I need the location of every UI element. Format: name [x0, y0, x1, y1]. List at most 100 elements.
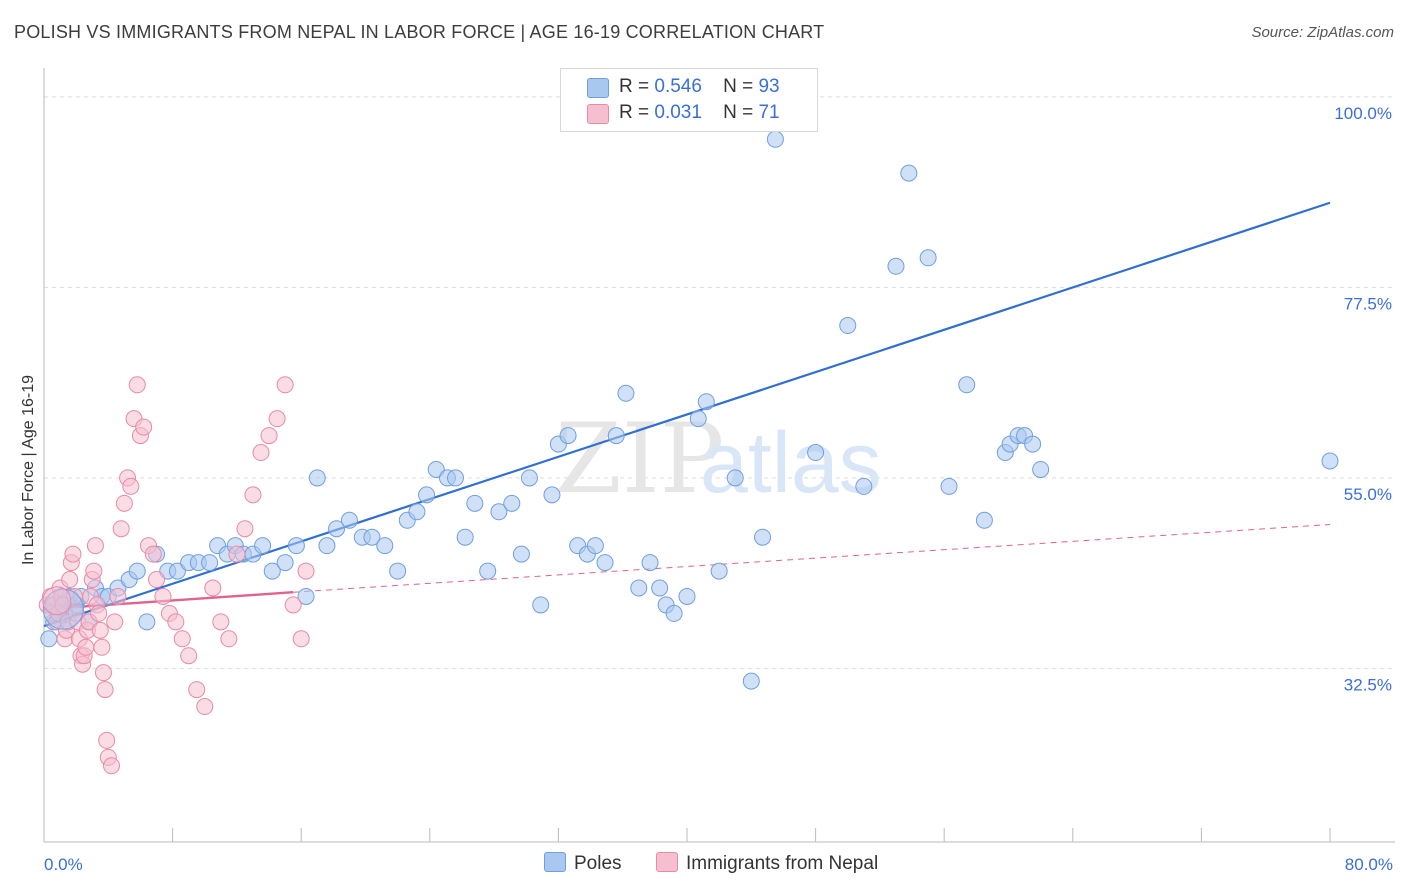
point-poles-91: [1032, 460, 1050, 478]
point-nepal-63: [244, 486, 262, 504]
point-nepal-62: [236, 520, 254, 538]
point-poles-84: [958, 376, 976, 394]
point-poles-69: [697, 393, 715, 411]
point-poles-28: [276, 554, 294, 572]
point-nepal-69: [292, 630, 310, 648]
point-poles-78: [839, 317, 857, 335]
point-poles-38: [389, 562, 407, 580]
point-poles-41: [418, 486, 436, 504]
point-nepal-28: [86, 537, 104, 555]
bottom-legend-label-nepal: Immigrants from Nepal: [686, 853, 879, 874]
point-poles-49: [503, 494, 521, 512]
point-nepal-38: [106, 613, 124, 631]
point-nepal-59: [212, 613, 230, 631]
watermark-atlas: atlas: [700, 415, 882, 511]
point-poles-63: [641, 554, 659, 572]
point-nepal-45: [128, 376, 146, 394]
point-poles-46: [466, 494, 484, 512]
point-poles-80: [887, 257, 905, 275]
point-poles-20: [201, 554, 219, 572]
point-poles-77: [807, 444, 825, 462]
point-poles-66: [665, 604, 683, 622]
point-poles-61: [617, 384, 635, 402]
point-nepal-31: [91, 621, 109, 639]
point-poles-32: [318, 537, 336, 555]
y-tick-label-2: 77.5%: [1344, 294, 1392, 313]
tick-labels: 32.5% 55.0% 77.5% 100.0% 0.0% 80.0%: [44, 104, 1393, 874]
point-nepal-30: [90, 604, 108, 622]
point-poles-55: [559, 427, 577, 445]
point-poles-79: [855, 477, 873, 495]
bottom-legend-poles: Poles: [544, 852, 622, 875]
point-nepal-22: [77, 638, 95, 656]
point-nepal-14: [64, 545, 82, 563]
point-nepal-53: [167, 613, 185, 631]
point-poles-0: [40, 630, 58, 648]
point-nepal-68: [284, 596, 302, 614]
x-tick-label-1: 80.0%: [1345, 855, 1393, 874]
point-poles-44: [447, 469, 465, 487]
point-poles-71: [726, 469, 744, 487]
bottom-legend-nepal: Immigrants from Nepal: [656, 852, 878, 875]
y-tick-label-1: 55.0%: [1344, 485, 1392, 504]
point-nepal-37: [103, 757, 121, 775]
point-nepal-cluster: [42, 586, 72, 616]
point-nepal-57: [196, 698, 214, 716]
legend-n-label-1: N =: [723, 76, 754, 97]
y-tick-label-0: 32.5%: [1344, 675, 1392, 694]
legend-swatch-pink: [587, 104, 609, 124]
point-poles-29: [287, 537, 305, 555]
point-poles-73: [754, 528, 772, 546]
point-poles-47: [479, 562, 497, 580]
point-nepal-56: [188, 681, 206, 699]
legend-n-label-2: N =: [723, 102, 754, 123]
point-nepal-67: [276, 376, 294, 394]
watermark: ZIP atlas: [555, 403, 882, 515]
point-poles-83: [940, 477, 958, 495]
point-nepal-43: [122, 477, 140, 495]
point-poles-cluster: [42, 588, 84, 630]
point-nepal-55: [180, 647, 198, 665]
point-nepal-58: [204, 579, 222, 597]
point-nepal-65: [260, 427, 278, 445]
point-nepal-12: [61, 571, 79, 589]
point-poles-70: [710, 562, 728, 580]
legend: R = 0.546 N = 93 R = 0.031 N = 71: [560, 68, 818, 132]
point-poles-34: [340, 511, 358, 529]
point-poles-27: [263, 562, 281, 580]
chart-title: POLISH VS IMMIGRANTS FROM NEPAL IN LABOR…: [14, 22, 825, 42]
point-poles-59: [596, 554, 614, 572]
legend-r-value-1: 0.546: [654, 76, 702, 97]
legend-n-value-2: 71: [758, 102, 780, 123]
point-poles-26: [254, 537, 272, 555]
point-poles-50: [512, 545, 530, 563]
point-nepal-54: [173, 630, 191, 648]
point-poles-37: [376, 537, 394, 555]
point-poles-72: [742, 672, 760, 690]
x-tick-label-0: 0.0%: [44, 855, 83, 874]
source-label: Source: ZipAtlas.com: [1251, 24, 1394, 41]
point-poles-62: [630, 579, 648, 597]
point-poles-42: [427, 460, 445, 478]
point-nepal-35: [98, 731, 116, 749]
point-nepal-70: [297, 562, 315, 580]
point-poles-67: [678, 587, 696, 605]
point-nepal-27: [85, 562, 103, 580]
point-poles-40: [408, 503, 426, 521]
point-nepal-49: [144, 545, 162, 563]
point-nepal-66: [268, 410, 286, 428]
point-nepal-64: [252, 444, 270, 462]
point-poles-68: [689, 410, 707, 428]
point-nepal-51: [154, 587, 172, 605]
point-poles-51: [520, 469, 538, 487]
point-poles-90: [1024, 435, 1042, 453]
legend-r-value-2: 0.031: [654, 102, 702, 123]
y-axis-label: In Labor Force | Age 16-19: [20, 374, 37, 566]
point-poles-92: [1321, 452, 1339, 470]
point-poles-64: [651, 579, 669, 597]
point-nepal-60: [220, 630, 238, 648]
point-poles-13: [128, 562, 146, 580]
point-poles-81: [900, 164, 918, 182]
bottom-legend-swatch-blue: [544, 852, 566, 872]
point-poles-17: [168, 562, 186, 580]
